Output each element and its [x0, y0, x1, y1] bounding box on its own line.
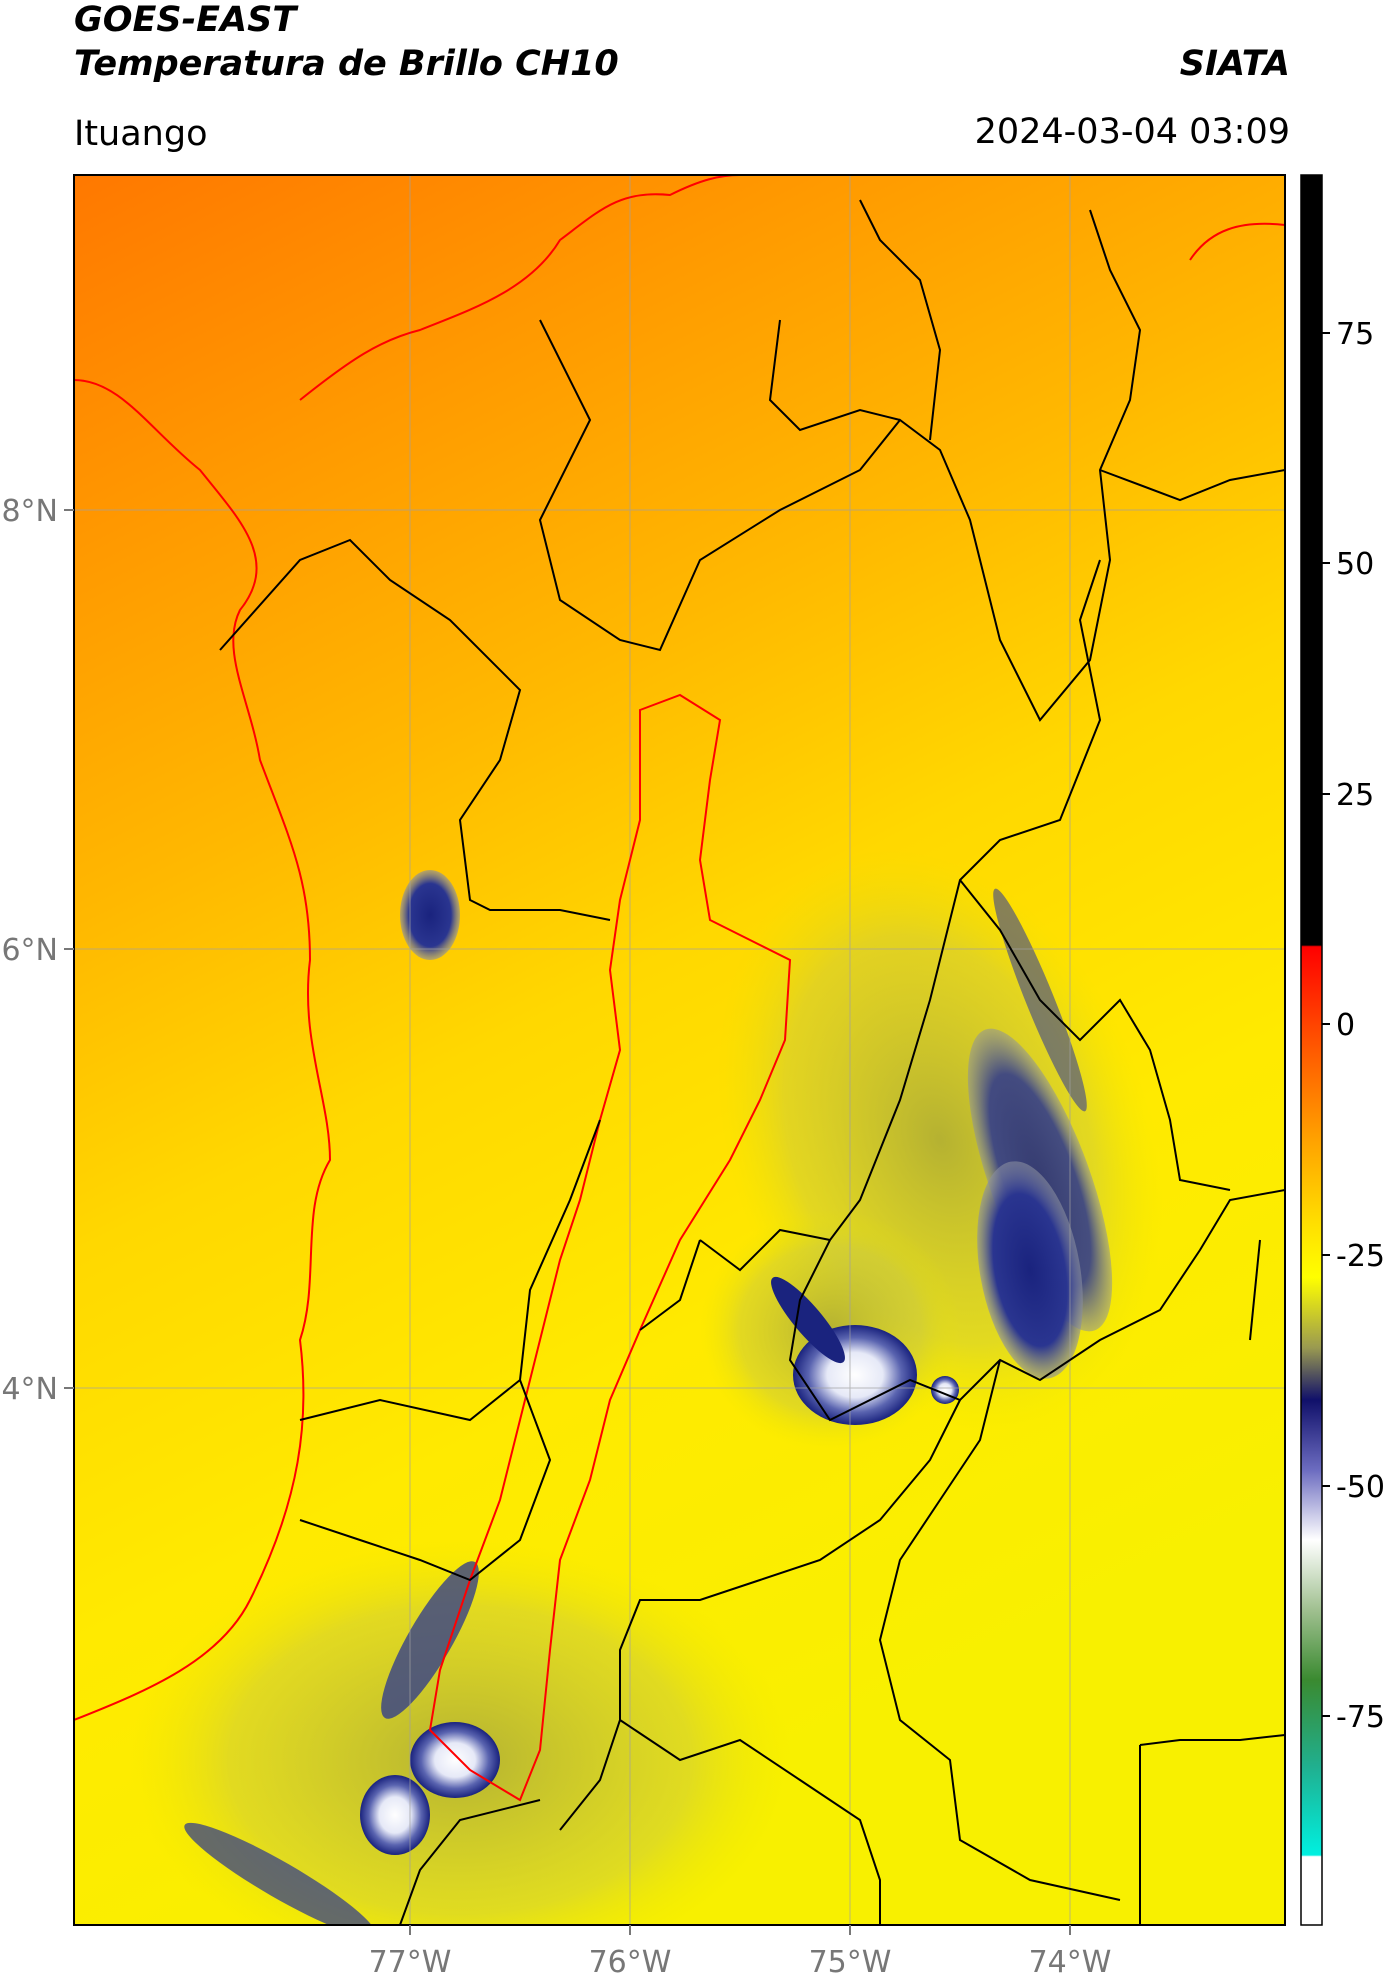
storm-arm-center: [771, 1276, 845, 1364]
colorbar-tick-label: 0: [1336, 1008, 1355, 1043]
coastline-pacific: [74, 379, 332, 1721]
lon-tick-label: 75°W: [809, 1945, 892, 1980]
storm-cell-west: [400, 870, 460, 960]
colorbar-tick-label: -75: [1336, 1700, 1384, 1735]
lat-tick-label: 4°N: [1, 1372, 58, 1407]
storm-cell-east: [977, 1161, 1083, 1379]
axis-ticks: [64, 509, 1071, 1935]
political-borders: [219, 199, 1285, 1925]
storm-core-southwest-1: [410, 1722, 500, 1798]
lon-tick-label: 77°W: [369, 1945, 452, 1980]
storm-streak-southwest: [381, 1561, 479, 1719]
lon-tick-label: 74°W: [1029, 1945, 1112, 1980]
datetime-label: 2024-03-04 03:09: [974, 112, 1290, 152]
colorbar-tick-label: 25: [1336, 778, 1374, 813]
region-outline: [428, 693, 792, 1802]
lat-tick-label: 8°N: [1, 494, 58, 529]
colorbar-tick-label: 50: [1336, 547, 1374, 582]
map-title-line2: Temperatura de Brillo CH10: [74, 44, 619, 84]
map-title-line1: GOES-EAST: [74, 0, 297, 40]
colorbar-tick-label: 75: [1336, 317, 1374, 352]
storm-core-southwest-2: [360, 1775, 430, 1855]
colorbar-ticks: [1322, 332, 1330, 1717]
map-frame: [73, 174, 1286, 1926]
graticule: [74, 175, 1285, 1925]
coastline-caribbean: [299, 175, 741, 401]
colorbar-tick-label: -50: [1336, 1470, 1384, 1505]
colorbar-tick-label: -25: [1336, 1239, 1384, 1274]
colorbar: [1300, 174, 1323, 1926]
lat-tick-label: 6°N: [1, 933, 58, 968]
lon-tick-label: 76°W: [589, 1945, 672, 1980]
location-label: Ituango: [74, 114, 208, 154]
source-label: SIATA: [1179, 44, 1290, 84]
coastline-northeast: [1189, 222, 1285, 261]
storm-streak-south: [184, 1822, 376, 1925]
